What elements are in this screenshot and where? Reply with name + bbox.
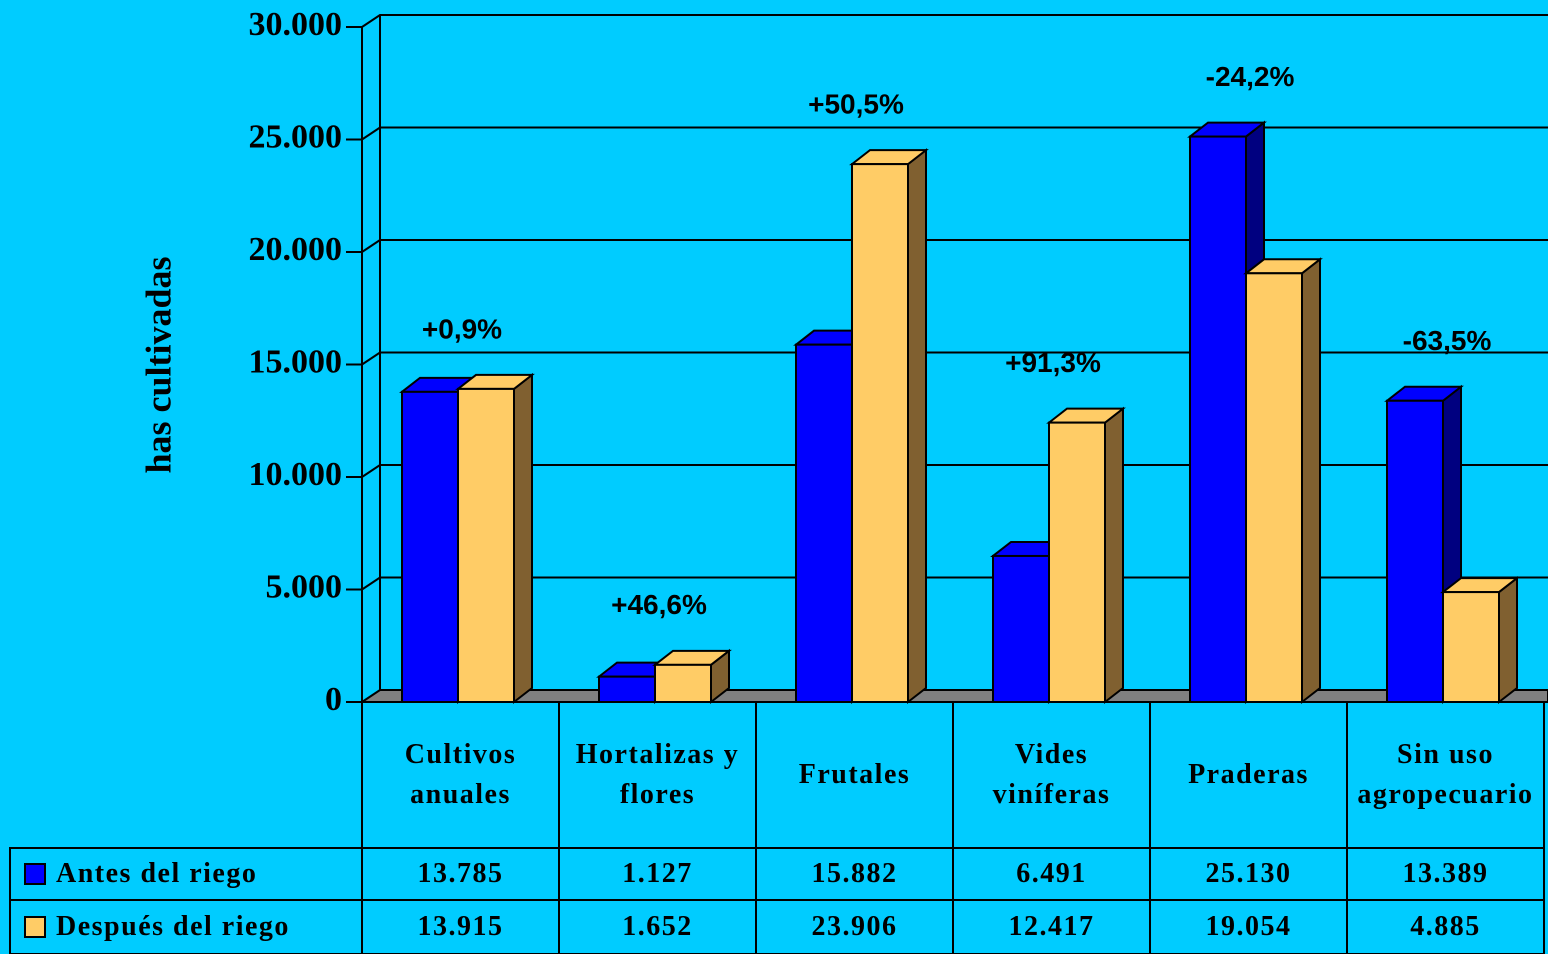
- grid-line: [361, 239, 1548, 253]
- data-label: 6.491: [1016, 858, 1087, 889]
- data-label: 23.906: [811, 911, 898, 942]
- legend-swatch: [24, 863, 46, 885]
- annotation: +50,5%: [808, 89, 904, 120]
- bar: [1440, 576, 1520, 705]
- y-tick-label: 0: [325, 681, 342, 718]
- data-label: 4.885: [1410, 911, 1481, 942]
- x-tick-label: Hortalizas y flores: [575, 739, 740, 810]
- annotation: -63,5%: [1403, 325, 1492, 356]
- data-label: 1.127: [622, 858, 693, 889]
- annotation: +91,3%: [1005, 347, 1101, 378]
- floor: [358, 689, 1548, 703]
- bar-side: [513, 372, 533, 705]
- bar-front: [1442, 591, 1500, 704]
- grid-line: [361, 576, 1548, 591]
- legend-entry: Después del riego: [10, 900, 362, 954]
- legend-swatch: [24, 916, 46, 938]
- legend-label: Después del riego: [56, 911, 290, 942]
- bar-front: [795, 343, 853, 703]
- bar-side: [1301, 257, 1321, 705]
- grid-line: [361, 351, 1548, 366]
- grid-line: [361, 126, 1548, 141]
- bar-front: [654, 663, 712, 704]
- y-tick-label: 15.000: [249, 343, 343, 380]
- grid-line: [361, 14, 1548, 28]
- y-tick-label: 20.000: [249, 231, 343, 268]
- bar-front: [992, 554, 1050, 704]
- bar: [455, 372, 535, 705]
- x-tick-label: Sin uso agropecuario: [1357, 739, 1534, 810]
- bar: [1243, 257, 1323, 705]
- data-label: 1.652: [622, 911, 693, 942]
- data-label: 13.389: [1402, 858, 1489, 889]
- legend-label: Antes del riego: [56, 858, 258, 889]
- data-label: 19.054: [1205, 911, 1292, 942]
- legend-entry: Antes del riego: [10, 848, 362, 900]
- data-label: 13.785: [417, 858, 504, 889]
- bar-side: [907, 148, 927, 705]
- bar-front: [1048, 421, 1106, 703]
- annotation: -24,2%: [1206, 61, 1295, 92]
- x-tick-label: Cultivos anuales: [404, 739, 517, 810]
- y-tick-label: 5.000: [266, 568, 343, 605]
- data-label: 13.915: [417, 911, 504, 942]
- x-tick-label: Praderas: [1188, 759, 1309, 790]
- bar-front: [851, 163, 909, 704]
- bar-front: [457, 387, 515, 703]
- data-label: 15.882: [811, 858, 898, 889]
- bar-front: [598, 675, 656, 704]
- x-tick-label: Frutales: [798, 759, 911, 790]
- y-tick-label: 25.000: [249, 118, 343, 155]
- data-label: 25.130: [1205, 858, 1292, 889]
- grid-line: [361, 464, 1548, 478]
- y-tick-label: 10.000: [249, 456, 343, 493]
- bar-front: [401, 390, 459, 703]
- bar: [652, 648, 732, 705]
- bar-front: [1189, 135, 1247, 703]
- x-tick-label: Vides viníferas: [992, 739, 1111, 810]
- bar-front: [1386, 399, 1444, 703]
- y-tick-label: 30.000: [249, 6, 343, 43]
- bar: [1046, 406, 1126, 705]
- data-label: 12.417: [1008, 911, 1095, 942]
- bar: [849, 148, 929, 705]
- annotation: +46,6%: [611, 589, 707, 620]
- y-axis-label: has cultivadas: [138, 256, 178, 473]
- bar-side: [1104, 406, 1124, 705]
- bar-front: [1245, 272, 1303, 703]
- annotation: +0,9%: [422, 313, 502, 344]
- bar-side: [1498, 576, 1518, 705]
